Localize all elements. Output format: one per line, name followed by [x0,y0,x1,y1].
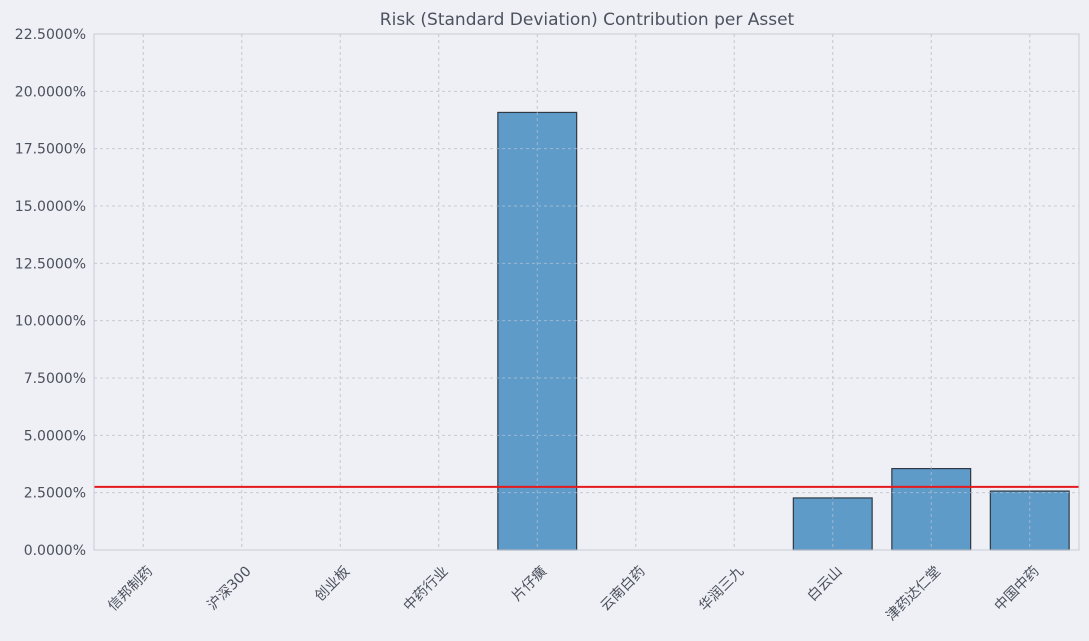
y-axis: 0.0000% 2.5000% 5.0000% 7.5000% 10.0000% 12.5… [15,27,86,559]
x-tick-label: 信邦制药 [105,564,156,615]
y-tick-label: 17.5000% [15,142,86,158]
y-tick-label: 22.5000% [15,27,86,43]
x-tick-label: 华润三九 [696,564,747,615]
x-tick-label: 云南白药 [598,564,649,615]
plot-frame [93,33,1080,551]
x-tick-label: 沪深300 [205,564,255,614]
x-tick-label: 创业板 [312,564,353,605]
y-tick-label: 7.5000% [24,371,86,387]
x-tick-label: 津药达仁堂 [883,564,944,625]
bar [792,497,873,551]
y-tick-label: 10.0000% [15,314,86,330]
y-tick-label: 0.0000% [24,543,86,559]
x-tick-label: 中药行业 [401,564,452,615]
y-tick-label: 20.0000% [15,84,86,100]
bars-layer [94,33,1079,551]
x-tick-label: 中国中药 [992,564,1043,615]
x-tick-label: 片仔癀 [508,563,550,605]
x-tick-label: 白云山 [805,564,846,605]
y-tick-label: 15.0000% [15,199,86,215]
x-axis: 信邦制药 沪深300 创业板 中药行业 片仔癀 云南白药 华润三九 白云山 津药达仁堂 中国中药 [105,563,1042,625]
y-tick-label: 5.0000% [24,428,86,444]
chart-title: Risk (Standard Deviation) Contribution p… [380,10,795,30]
y-tick-label: 2.5000% [24,486,86,502]
y-tick-label: 12.5000% [15,256,86,272]
